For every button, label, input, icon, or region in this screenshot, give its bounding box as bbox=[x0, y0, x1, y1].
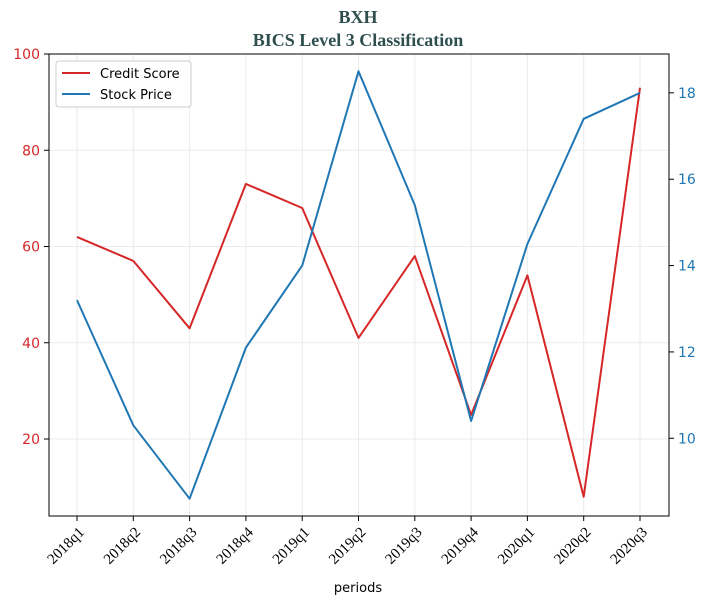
x-tick-label-2019q3: 2019q3 bbox=[382, 525, 425, 568]
x-tick-label-2018q3: 2018q3 bbox=[157, 525, 200, 568]
y-left-tick-label-80: 80 bbox=[22, 143, 40, 159]
x-tick-label-2020q2: 2020q2 bbox=[551, 525, 594, 568]
grid bbox=[49, 53, 669, 516]
y-right-tick-label-18: 18 bbox=[678, 86, 696, 102]
y-left-tick-label-20: 20 bbox=[22, 432, 40, 448]
y-left-tick-label-40: 40 bbox=[22, 336, 40, 352]
series-line-stock-price bbox=[76, 70, 641, 500]
x-axis-label: periods bbox=[334, 581, 382, 596]
x-tick-label-2020q3: 2020q3 bbox=[608, 525, 651, 568]
series-lines bbox=[76, 70, 641, 500]
y-right-tick-label-16: 16 bbox=[678, 172, 696, 188]
legend-stock-price-label: Stock Price bbox=[100, 88, 172, 103]
x-tick-label-2019q1: 2019q1 bbox=[270, 525, 313, 568]
x-tick-label-2020q1: 2020q1 bbox=[495, 525, 538, 568]
y-right-tick-label-12: 12 bbox=[678, 345, 696, 361]
series-line-credit-score bbox=[76, 87, 641, 498]
legend: Credit Score Stock Price bbox=[55, 60, 192, 108]
y-left-tick-label-60: 60 bbox=[22, 240, 40, 256]
legend-credit-score-label: Credit Score bbox=[100, 67, 180, 82]
axes: 2018q1 2018q2 2018q3 2018q4 2019q1 2019q2 2019… bbox=[13, 47, 696, 568]
x-tick-label-2018q1: 2018q1 bbox=[45, 525, 88, 568]
x-tick-label-2019q2: 2019q2 bbox=[326, 525, 369, 568]
chart-title: BXH bbox=[338, 7, 377, 27]
x-tick-label-2018q2: 2018q2 bbox=[101, 525, 144, 568]
y-left-tick-label-100: 100 bbox=[13, 47, 40, 63]
chart-subtitle: BICS Level 3 Classification bbox=[253, 30, 464, 50]
x-tick-label-2018q4: 2018q4 bbox=[214, 524, 257, 567]
x-tick-label-2019q4: 2019q4 bbox=[439, 524, 482, 567]
y-right-tick-label-10: 10 bbox=[678, 431, 696, 447]
y-right-tick-label-14: 14 bbox=[678, 259, 696, 275]
